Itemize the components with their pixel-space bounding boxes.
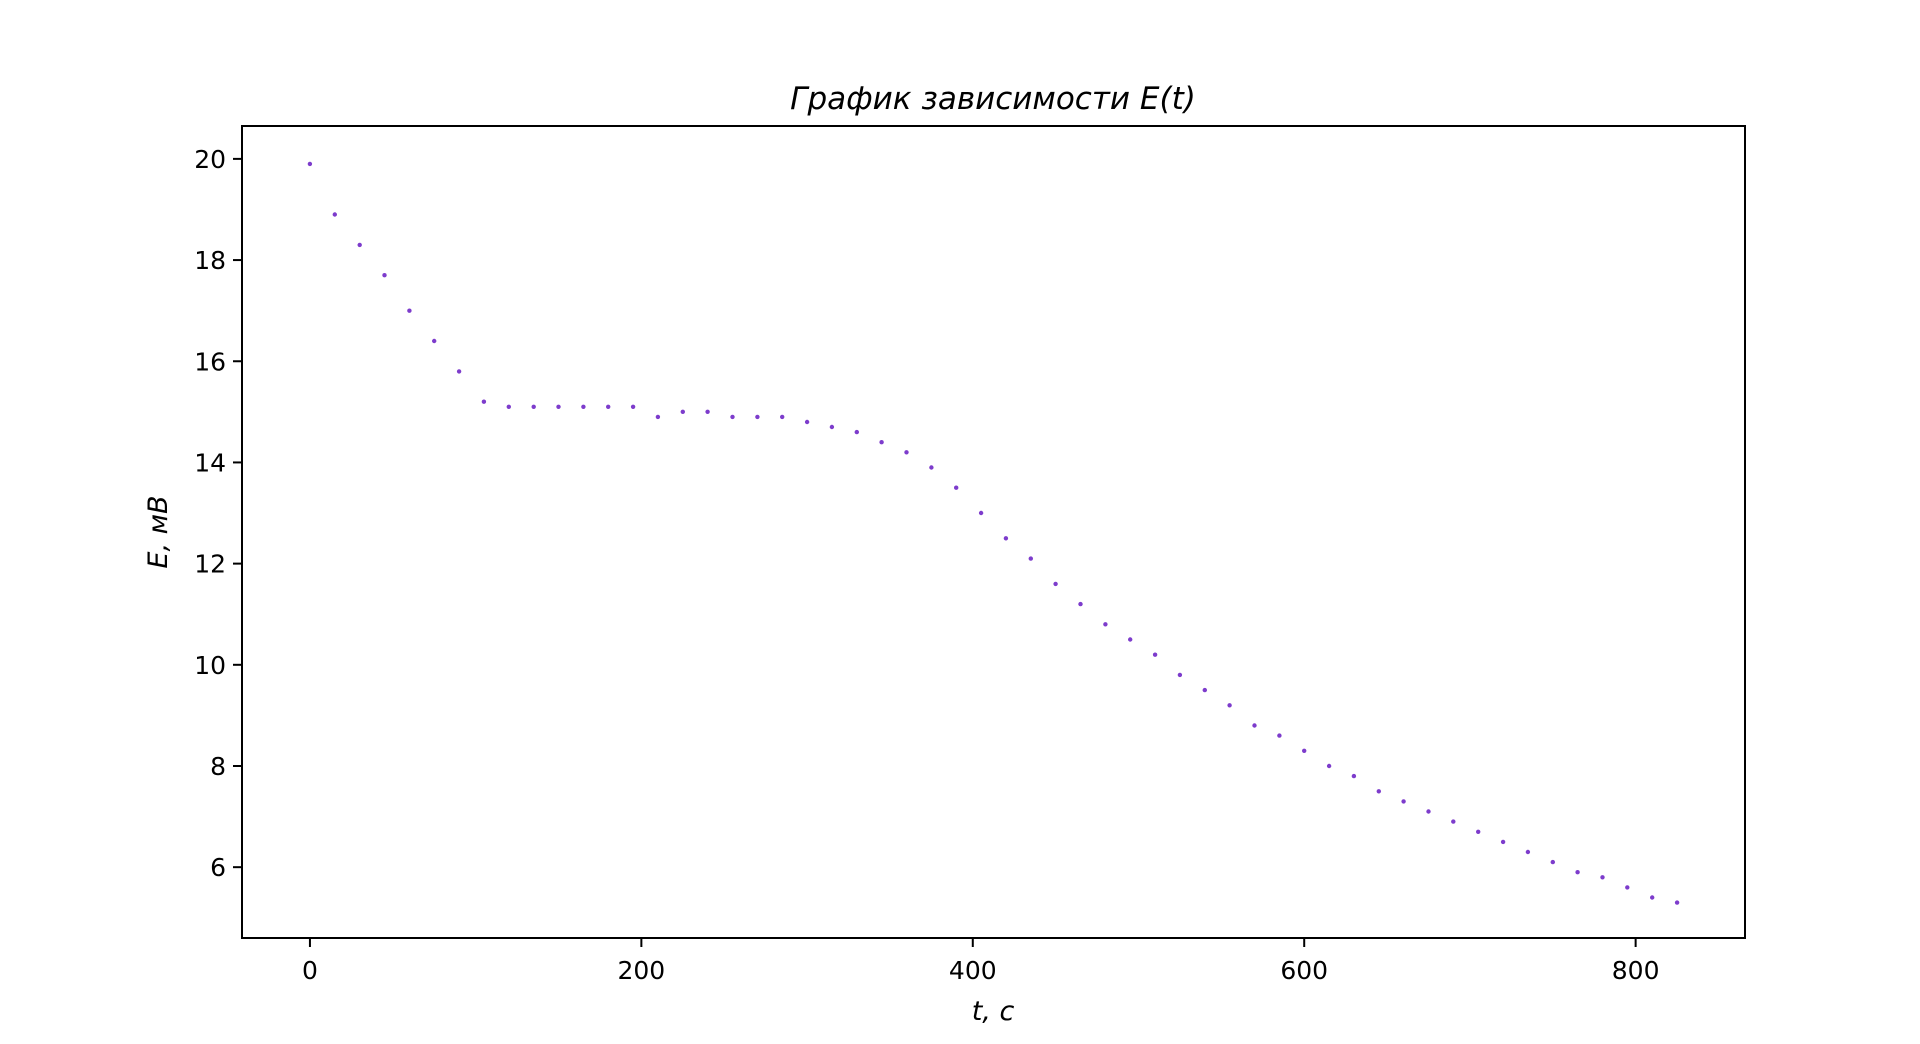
data-point: [1326, 763, 1332, 769]
data-point: [1550, 859, 1556, 865]
y-tick-label: 8: [210, 752, 226, 781]
data-point: [1202, 687, 1208, 693]
data-point: [879, 440, 884, 445]
data-point: [1227, 703, 1232, 708]
data-point: [730, 414, 735, 420]
data-point: [755, 414, 760, 420]
data-point: [680, 409, 685, 414]
y-tick-label: 18: [194, 246, 226, 275]
data-point: [1078, 601, 1083, 607]
data-point: [556, 404, 561, 409]
data-point: [357, 242, 362, 248]
data-point: [1302, 748, 1307, 753]
data-point: [1376, 789, 1382, 794]
data-point: [581, 404, 586, 409]
data-point: [1625, 885, 1630, 890]
data-point: [382, 273, 387, 278]
data-point: [804, 419, 810, 425]
data-point: [705, 409, 710, 414]
y-axis-ticks: 6 8 10 12 14 16 18 20: [194, 145, 242, 882]
y-tick-label: 20: [194, 145, 226, 174]
data-points: [307, 161, 1680, 905]
data-point: [1028, 556, 1034, 561]
y-axis-label: E, мВ: [143, 495, 174, 568]
data-point: [1674, 900, 1680, 905]
y-tick-label: 10: [194, 651, 226, 680]
x-axis-label: t, c: [972, 996, 1015, 1027]
y-tick-label: 14: [194, 448, 226, 477]
x-tick-label: 400: [949, 956, 997, 985]
data-point: [1575, 870, 1580, 875]
y-tick-label: 6: [210, 853, 226, 882]
data-point: [655, 414, 661, 420]
data-point: [432, 338, 437, 344]
data-point: [1426, 809, 1431, 814]
data-point: [978, 510, 984, 516]
data-point: [1500, 839, 1506, 845]
plot-frame: [241, 125, 1746, 939]
data-point: [1152, 652, 1158, 657]
data-point: [1600, 875, 1605, 880]
data-point: [332, 212, 337, 217]
data-point: [1053, 581, 1058, 587]
x-tick-label: 800: [1612, 956, 1660, 985]
y-tick-label: 16: [194, 347, 226, 376]
data-point: [407, 308, 412, 313]
data-point: [1103, 622, 1108, 627]
data-point: [456, 369, 462, 374]
data-point: [506, 404, 511, 409]
chart-title: График зависимости E(t): [790, 81, 1196, 117]
data-point: [829, 424, 835, 430]
data-point: [954, 485, 959, 490]
x-tick-label: 200: [618, 956, 666, 985]
data-point: [630, 404, 636, 409]
x-tick-label: 600: [1280, 956, 1328, 985]
data-point: [1650, 895, 1655, 900]
data-point: [1401, 799, 1406, 804]
data-point: [1476, 829, 1481, 834]
data-point: [854, 429, 859, 435]
y-tick-label: 12: [194, 550, 226, 579]
data-point: [307, 161, 313, 167]
data-point: [1177, 672, 1183, 678]
data-point: [1003, 536, 1009, 541]
data-point: [606, 404, 611, 409]
data-point: [1277, 733, 1282, 738]
data-point: [904, 450, 909, 455]
x-axis-ticks: 0 200 400 600 800: [302, 938, 1660, 985]
data-point: [1252, 723, 1257, 728]
data-point: [1525, 849, 1531, 855]
data-point: [780, 414, 785, 420]
data-point: [1451, 819, 1456, 824]
x-tick-label: 0: [302, 956, 318, 985]
data-point: [1128, 637, 1133, 642]
data-point: [929, 465, 934, 470]
data-point: [1351, 773, 1357, 779]
data-point: [531, 404, 536, 409]
data-point: [481, 399, 487, 404]
